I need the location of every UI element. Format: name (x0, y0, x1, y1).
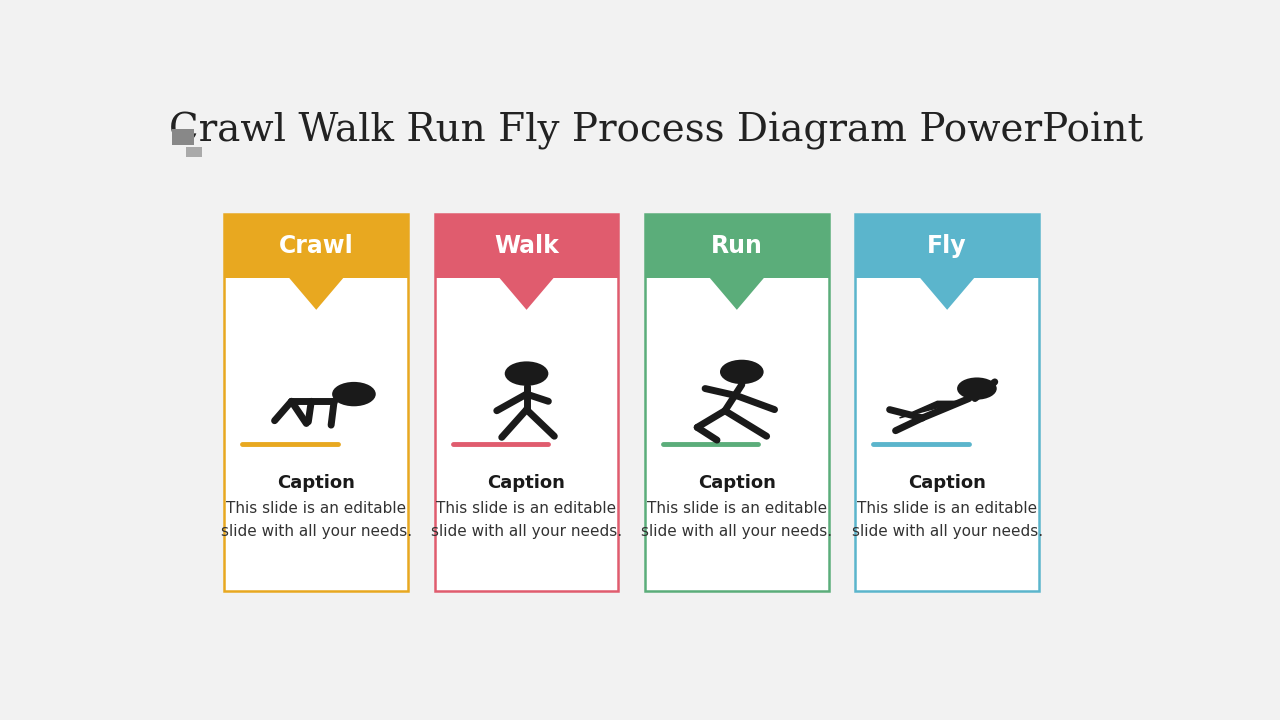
FancyBboxPatch shape (224, 214, 408, 591)
Text: Caption: Caption (278, 474, 355, 492)
Text: slide with all your needs.: slide with all your needs. (431, 523, 622, 539)
Text: Walk: Walk (494, 234, 559, 258)
Bar (186, 148, 202, 158)
Text: slide with all your needs.: slide with all your needs. (220, 523, 412, 539)
Polygon shape (289, 278, 343, 310)
Bar (172, 129, 193, 145)
Text: Caption: Caption (909, 474, 986, 492)
Text: This slide is an editable: This slide is an editable (436, 501, 617, 516)
Text: Run: Run (710, 234, 763, 258)
FancyBboxPatch shape (645, 214, 828, 591)
Circle shape (957, 377, 997, 400)
Text: This slide is an editable: This slide is an editable (858, 501, 1037, 516)
FancyBboxPatch shape (435, 214, 618, 278)
Circle shape (719, 360, 764, 384)
FancyBboxPatch shape (435, 214, 618, 591)
FancyBboxPatch shape (855, 214, 1039, 591)
Text: slide with all your needs.: slide with all your needs. (851, 523, 1043, 539)
FancyBboxPatch shape (855, 214, 1039, 278)
Text: Fly: Fly (927, 234, 966, 258)
Text: This slide is an editable: This slide is an editable (227, 501, 406, 516)
Circle shape (504, 361, 548, 386)
Text: This slide is an editable: This slide is an editable (646, 501, 827, 516)
FancyBboxPatch shape (645, 214, 828, 278)
Polygon shape (900, 401, 963, 418)
Polygon shape (920, 278, 974, 310)
Text: Caption: Caption (488, 474, 566, 492)
Text: Crawl: Crawl (279, 234, 353, 258)
Text: Crawl Walk Run Fly Process Diagram PowerPoint: Crawl Walk Run Fly Process Diagram Power… (169, 112, 1143, 150)
Polygon shape (709, 278, 764, 310)
Circle shape (332, 382, 376, 406)
Text: Caption: Caption (698, 474, 776, 492)
FancyBboxPatch shape (224, 214, 408, 278)
Text: slide with all your needs.: slide with all your needs. (641, 523, 832, 539)
Polygon shape (499, 278, 554, 310)
